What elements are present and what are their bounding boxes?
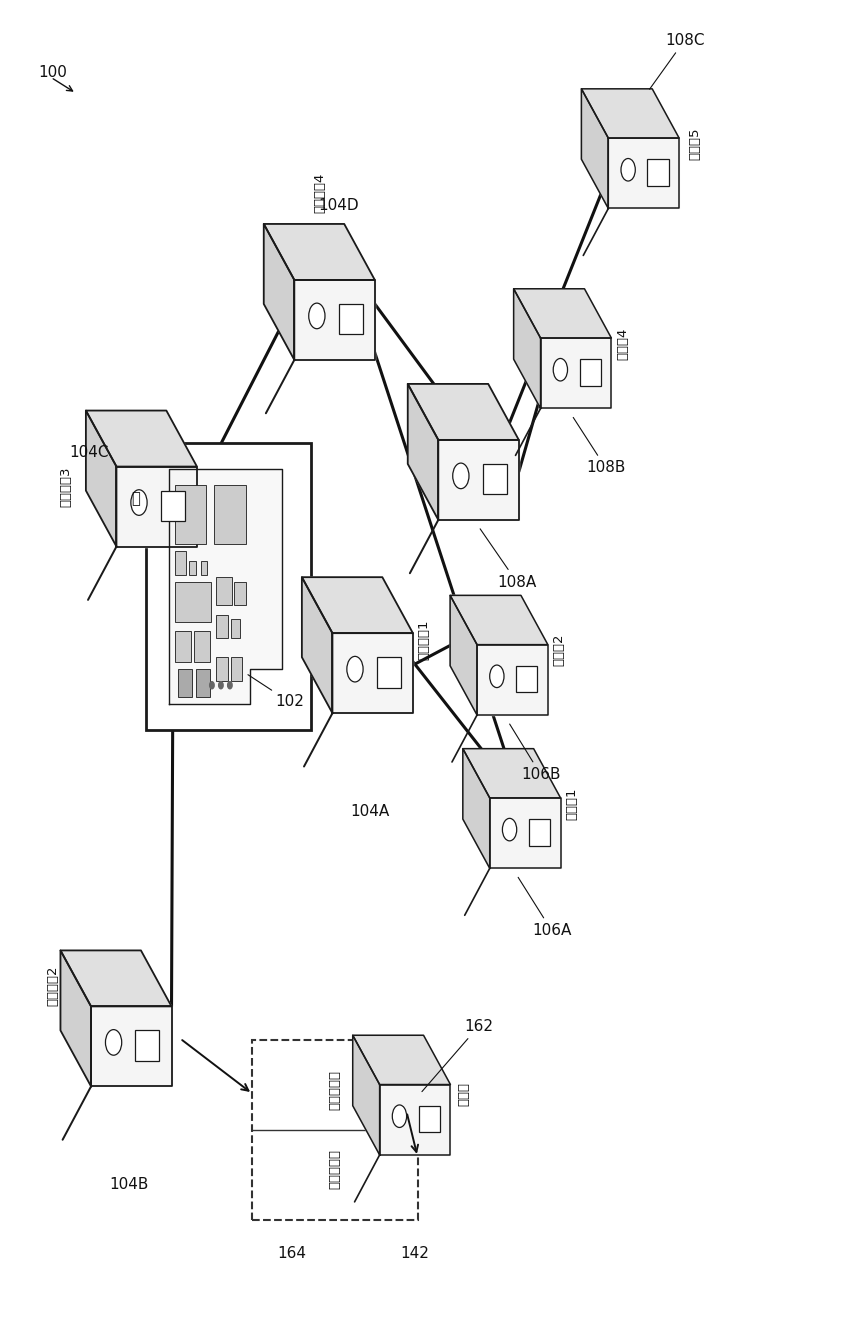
Text: 叶节点1: 叶节点1 [566, 788, 579, 820]
Text: 104C: 104C [69, 445, 108, 460]
Bar [174, 631, 191, 661]
Text: 106A: 106A [518, 877, 571, 938]
Polygon shape [379, 1085, 451, 1154]
Polygon shape [608, 139, 679, 208]
Polygon shape [462, 749, 490, 868]
Circle shape [452, 463, 469, 489]
Circle shape [228, 681, 232, 689]
Bar [252, 1040, 418, 1220]
Text: 108B: 108B [573, 417, 625, 476]
Polygon shape [352, 1036, 379, 1154]
Text: 104B: 104B [109, 1177, 148, 1192]
Polygon shape [302, 577, 332, 713]
Polygon shape [490, 798, 561, 868]
Bar [339, 304, 363, 335]
Circle shape [210, 681, 214, 689]
Bar [161, 491, 185, 521]
Text: 中间节点1: 中间节点1 [418, 620, 430, 660]
Bar [418, 1105, 440, 1133]
Text: 102: 102 [248, 674, 304, 709]
Polygon shape [462, 749, 561, 798]
Bar [647, 159, 668, 187]
Text: 104D: 104D [318, 199, 359, 213]
Text: 164: 164 [277, 1246, 306, 1261]
Polygon shape [86, 411, 117, 547]
Polygon shape [581, 89, 608, 208]
Polygon shape [581, 89, 679, 139]
Polygon shape [477, 645, 548, 714]
Text: 中间节点4: 中间节点4 [313, 173, 326, 213]
Polygon shape [352, 1036, 451, 1085]
Polygon shape [332, 633, 413, 713]
Bar [174, 581, 211, 621]
Polygon shape [407, 384, 518, 440]
Circle shape [219, 681, 223, 689]
Text: 108C: 108C [650, 33, 705, 89]
Circle shape [392, 1105, 407, 1128]
Polygon shape [295, 280, 375, 360]
Bar [201, 561, 208, 575]
Polygon shape [450, 596, 477, 714]
Bar [579, 359, 601, 387]
Bar [231, 657, 242, 681]
Circle shape [502, 818, 517, 841]
Text: 叶节点5: 叶节点5 [689, 128, 701, 160]
Text: 104A: 104A [351, 804, 390, 818]
Polygon shape [513, 289, 612, 339]
Bar [174, 552, 186, 575]
Polygon shape [91, 1006, 172, 1086]
Bar [136, 1030, 159, 1061]
Text: 100: 100 [38, 65, 67, 80]
Polygon shape [169, 469, 281, 704]
Polygon shape [439, 440, 518, 520]
Bar [174, 485, 207, 544]
Text: 162: 162 [422, 1018, 493, 1092]
Polygon shape [450, 596, 548, 645]
Text: 中间节点2: 中间节点2 [47, 966, 59, 1006]
Polygon shape [263, 224, 375, 280]
Circle shape [130, 489, 147, 516]
Polygon shape [513, 289, 540, 408]
Circle shape [490, 665, 504, 688]
Bar [235, 581, 246, 605]
Text: 叶节点4: 叶节点4 [617, 328, 629, 360]
Polygon shape [60, 950, 172, 1006]
Polygon shape [117, 467, 197, 547]
Bar [216, 577, 232, 605]
Bar [194, 631, 210, 661]
Text: 中间节点3: 中间节点3 [59, 467, 72, 507]
Bar [178, 669, 191, 697]
Bar [216, 615, 228, 639]
Circle shape [553, 359, 567, 381]
Bar [147, 443, 312, 729]
Circle shape [621, 159, 635, 181]
Bar [190, 561, 197, 575]
Polygon shape [407, 384, 439, 520]
Bar [197, 669, 210, 697]
Polygon shape [86, 411, 197, 467]
Text: 142: 142 [401, 1245, 429, 1261]
Bar [231, 620, 240, 639]
Text: 叶节点2: 叶节点2 [553, 635, 566, 666]
Circle shape [309, 303, 325, 329]
Bar [214, 485, 246, 544]
Polygon shape [540, 339, 612, 408]
Text: 106B: 106B [510, 724, 561, 782]
Polygon shape [302, 577, 413, 633]
Bar [483, 464, 507, 495]
Bar [377, 657, 401, 688]
Circle shape [347, 656, 363, 682]
Bar [216, 657, 228, 681]
Bar [516, 665, 537, 693]
Text: 新节点: 新节点 [457, 1082, 470, 1106]
Polygon shape [60, 950, 91, 1086]
Text: 子公开密鑰: 子公开密鑰 [329, 1070, 341, 1110]
Text: 父公开密鑰: 父公开密鑰 [329, 1149, 341, 1189]
Text: 根: 根 [131, 492, 140, 507]
Polygon shape [263, 224, 295, 360]
Text: 108A: 108A [480, 529, 536, 589]
Bar [529, 818, 550, 846]
Circle shape [105, 1029, 122, 1056]
